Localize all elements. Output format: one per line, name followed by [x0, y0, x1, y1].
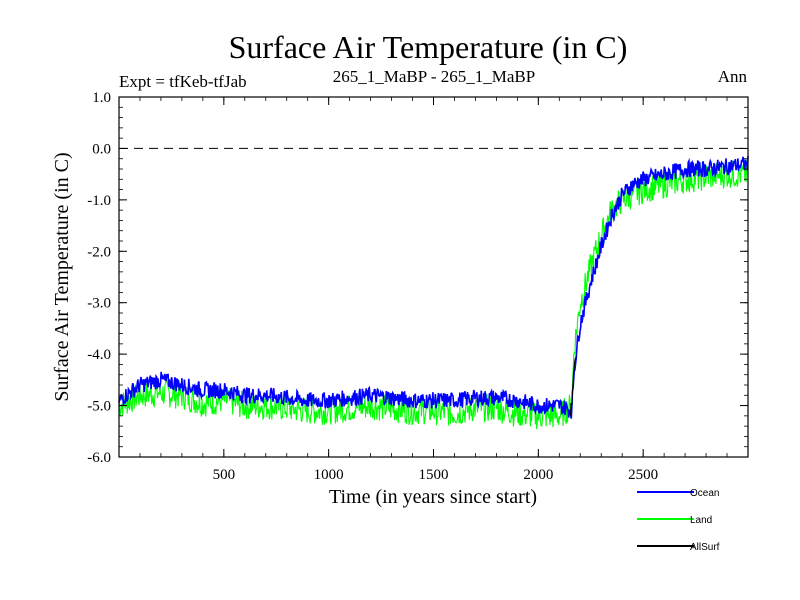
legend: Ocean Land AllSurf — [637, 488, 720, 553]
chart-title: Surface Air Temperature (in C) — [229, 29, 628, 65]
y-tick-label: 1.0 — [92, 90, 111, 106]
season-label: Ann — [718, 67, 748, 86]
y-tick-label: -2.0 — [87, 244, 111, 260]
y-tick-label: -1.0 — [87, 193, 111, 209]
y-axis-label: Surface Air Temperature (in C) — [51, 152, 73, 401]
x-tick-label: 1000 — [314, 467, 344, 483]
experiment-label: Expt = tfKeb-tfJab — [119, 72, 247, 91]
x-axis-label: Time (in years since start) — [329, 486, 537, 508]
axes: 1.0 0.0 -1.0 -2.0 -3.0 -4.0 -5.0 -6.0 500 1000 150… — [87, 90, 748, 483]
x-tick-label: 500 — [213, 467, 236, 483]
x-tick-label: 1500 — [419, 467, 449, 483]
y-tick-label: 0.0 — [92, 141, 111, 157]
plot-area — [118, 147, 749, 430]
y-tick-label: -4.0 — [87, 347, 111, 363]
series-line-ocean — [118, 156, 749, 419]
legend-label-land: Land — [690, 515, 712, 526]
legend-label-ocean: Ocean — [690, 488, 719, 499]
y-tick-label: -3.0 — [87, 296, 111, 312]
x-tick-label: 2500 — [628, 467, 658, 483]
legend-label-allsurf: AllSurf — [690, 542, 720, 553]
period-label: 265_1_MaBP - 265_1_MaBP — [333, 67, 535, 86]
series-line-allsurf — [569, 355, 577, 417]
y-tick-label: -5.0 — [87, 399, 111, 415]
x-tick-label: 2000 — [523, 467, 553, 483]
y-tick-label: -6.0 — [87, 450, 111, 466]
